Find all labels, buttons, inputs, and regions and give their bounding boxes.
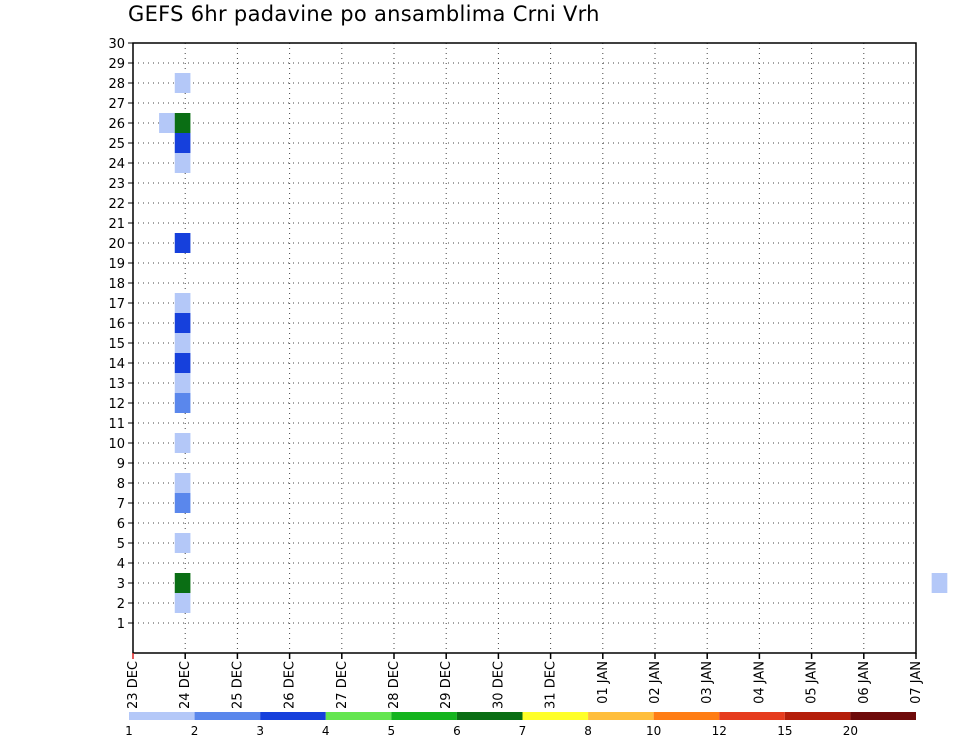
y-tick-label: 4 bbox=[117, 557, 125, 572]
legend-label: 8 bbox=[584, 724, 592, 738]
x-tick-label: 07 JAN bbox=[909, 661, 924, 704]
legend-label: 15 bbox=[777, 724, 792, 738]
color-legend: 1 2 3 4 5 6 7 8 10 12 15 20 bbox=[125, 712, 916, 738]
heatmap-cell bbox=[174, 293, 191, 313]
y-tick-label: 5 bbox=[117, 537, 125, 552]
y-tick-label: 7 bbox=[117, 497, 125, 512]
heatmap-cell bbox=[174, 233, 191, 253]
heatmap-cell bbox=[159, 113, 175, 133]
y-tick-label: 17 bbox=[108, 297, 125, 312]
legend-swatch bbox=[784, 712, 851, 720]
heatmap-cell bbox=[931, 573, 948, 593]
legend-swatch bbox=[194, 712, 261, 720]
legend-swatch bbox=[850, 712, 916, 720]
legend-label: 5 bbox=[388, 724, 396, 738]
heatmap-cell bbox=[174, 593, 191, 613]
heatmap-cell bbox=[174, 333, 191, 353]
heatmap-cell bbox=[174, 133, 191, 153]
y-tick-label: 18 bbox=[108, 277, 125, 292]
x-tick-label: 25 DEC bbox=[230, 661, 245, 709]
heatmap-cell bbox=[174, 373, 191, 393]
heatmap-cell bbox=[174, 433, 191, 453]
y-tick-label: 6 bbox=[117, 517, 125, 532]
heatmap-cell bbox=[174, 353, 191, 373]
y-tick-label: 23 bbox=[108, 177, 125, 192]
x-tick-label: 24 DEC bbox=[178, 661, 193, 709]
heatmap-cell bbox=[174, 573, 191, 593]
x-tick-label: 03 JAN bbox=[700, 661, 715, 704]
y-tick-label: 12 bbox=[108, 397, 125, 412]
chart-title: GEFS 6hr padavine po ansamblima Crni Vrh bbox=[128, 2, 600, 26]
x-tick-label: 29 DEC bbox=[439, 661, 454, 709]
y-tick-label: 10 bbox=[108, 437, 125, 452]
y-tick-label: 28 bbox=[108, 77, 125, 92]
y-tick-label: 20 bbox=[108, 237, 125, 252]
heatmap-cell bbox=[174, 493, 191, 513]
legend-label: 3 bbox=[256, 724, 264, 738]
heatmap-cell bbox=[174, 533, 191, 553]
y-tick-label: 19 bbox=[108, 257, 125, 272]
heatmap-cells bbox=[159, 73, 948, 613]
x-tick-label: 23 DEC bbox=[126, 661, 141, 709]
legend-label: 1 bbox=[125, 724, 133, 738]
heatmap-cell bbox=[174, 393, 191, 413]
x-tick-label: 01 JAN bbox=[596, 661, 611, 704]
y-tick-label: 26 bbox=[108, 117, 125, 132]
y-tick-label: 29 bbox=[108, 57, 125, 72]
legend-swatch bbox=[325, 712, 392, 720]
y-tick-label: 30 bbox=[108, 37, 125, 52]
legend-label: 7 bbox=[519, 724, 527, 738]
y-tick-label: 25 bbox=[108, 137, 125, 152]
x-axis-ticks: 23 DEC 24 DEC 25 DEC 26 DEC 27 DEC 28 DEC 29 D… bbox=[126, 653, 924, 709]
y-axis-ticks: 1234567891011121314151617181920212223242… bbox=[108, 37, 133, 632]
y-tick-label: 22 bbox=[108, 197, 125, 212]
legend-label: 2 bbox=[191, 724, 199, 738]
y-tick-label: 1 bbox=[117, 617, 125, 632]
legend-label: 6 bbox=[453, 724, 461, 738]
y-tick-label: 21 bbox=[108, 217, 125, 232]
x-tick-label: 30 DEC bbox=[491, 661, 506, 709]
y-tick-label: 27 bbox=[108, 97, 125, 112]
x-tick-label: 31 DEC bbox=[544, 661, 559, 709]
legend-label: 20 bbox=[843, 724, 858, 738]
legend-label: 10 bbox=[646, 724, 661, 738]
grid-lines bbox=[133, 42, 916, 653]
x-tick-label: 27 DEC bbox=[335, 661, 350, 709]
heatmap-cell bbox=[174, 113, 191, 133]
y-tick-label: 16 bbox=[108, 317, 125, 332]
legend-swatch bbox=[653, 712, 720, 720]
y-tick-label: 9 bbox=[117, 457, 125, 472]
y-tick-label: 3 bbox=[117, 577, 125, 592]
legend-label: 4 bbox=[322, 724, 330, 738]
x-tick-label: 05 JAN bbox=[805, 661, 820, 704]
y-tick-label: 14 bbox=[108, 357, 125, 372]
y-tick-label: 2 bbox=[117, 597, 125, 612]
y-tick-label: 24 bbox=[108, 157, 125, 172]
plot-frame bbox=[132, 42, 917, 654]
heatmap-cell bbox=[174, 153, 191, 173]
legend-label: 12 bbox=[712, 724, 727, 738]
legend-swatch bbox=[719, 712, 785, 720]
x-tick-label: 28 DEC bbox=[387, 661, 402, 709]
x-tick-label: 26 DEC bbox=[283, 661, 298, 709]
heatmap-cell bbox=[174, 313, 191, 333]
heatmap-cell bbox=[174, 473, 191, 493]
legend-swatch bbox=[456, 712, 523, 720]
y-tick-label: 13 bbox=[108, 377, 125, 392]
y-tick-label: 11 bbox=[108, 417, 125, 432]
legend-swatch bbox=[129, 712, 195, 720]
x-tick-label: 04 JAN bbox=[752, 661, 767, 704]
legend-swatch bbox=[391, 712, 457, 720]
y-tick-label: 8 bbox=[117, 477, 125, 492]
legend-swatch bbox=[522, 712, 589, 720]
x-tick-label: 06 JAN bbox=[857, 661, 872, 704]
legend-swatch bbox=[260, 712, 326, 720]
y-tick-label: 15 bbox=[108, 337, 125, 352]
x-tick-label: 02 JAN bbox=[648, 661, 663, 704]
heatmap-cell bbox=[174, 73, 191, 93]
legend-swatch bbox=[588, 712, 654, 720]
